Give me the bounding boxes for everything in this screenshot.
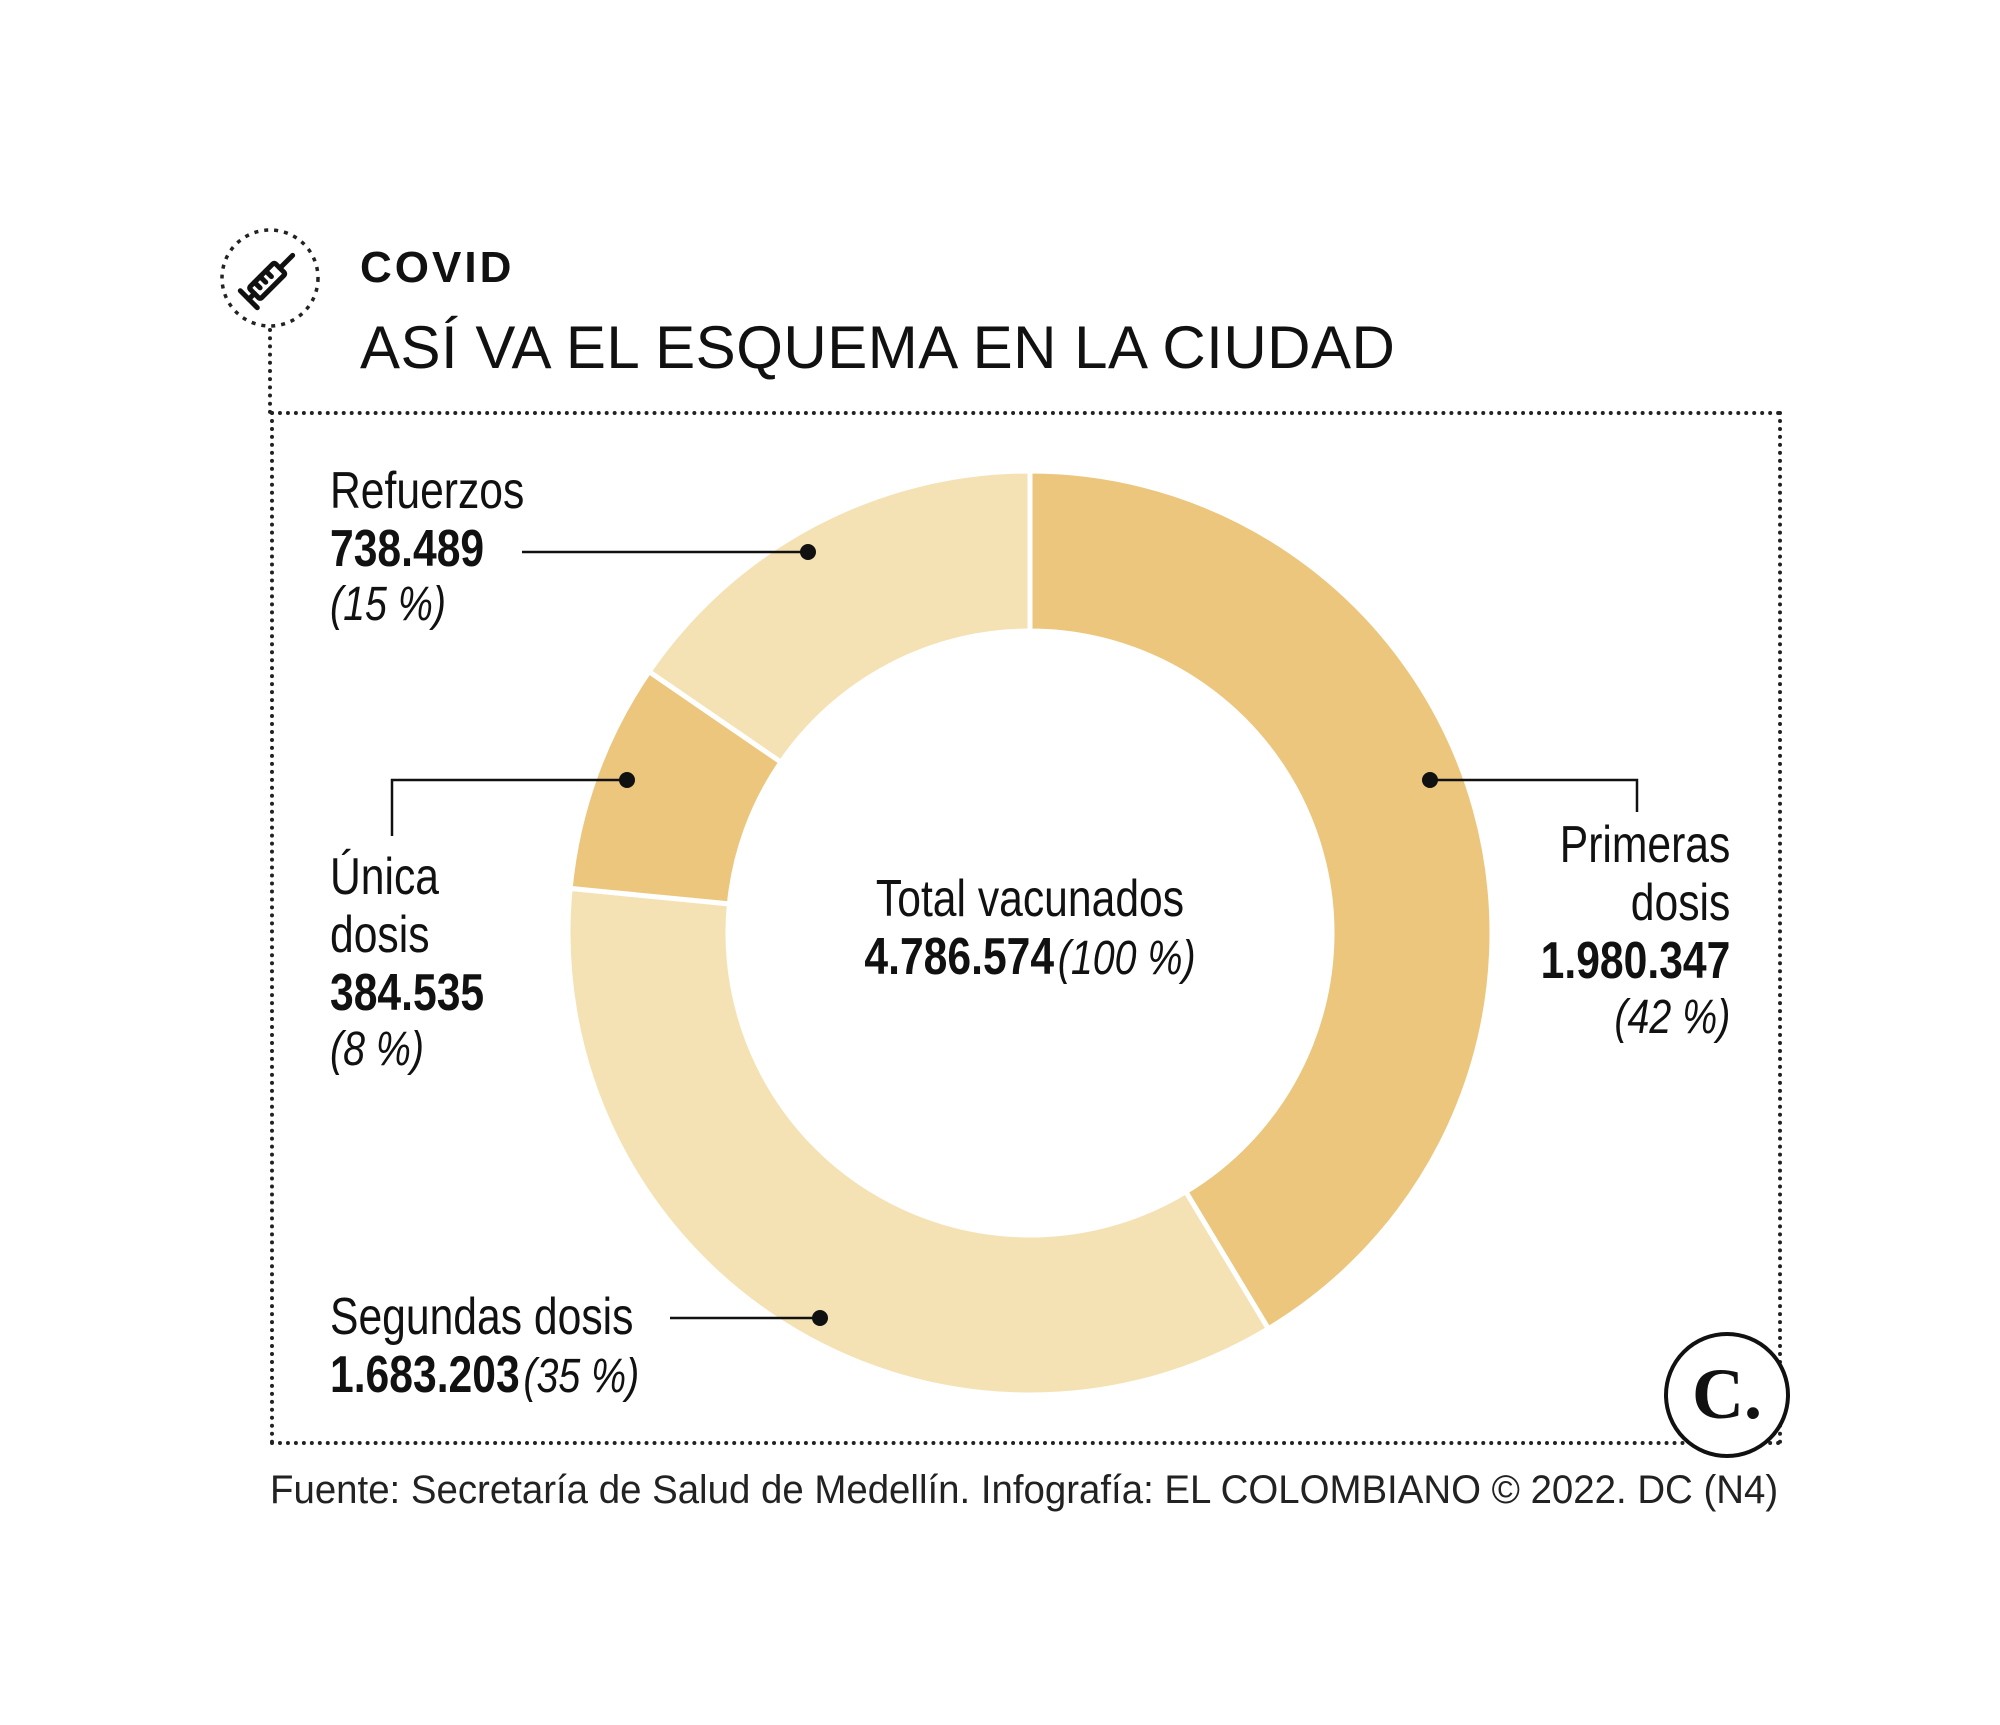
slice-percent: (15 %) <box>330 578 446 632</box>
source-footer: Fuente: Secretaría de Salud de Medellín.… <box>270 1468 1779 1512</box>
slice-value: 1.683.203 <box>330 1346 520 1405</box>
center-percent: (100 %) <box>1057 932 1196 986</box>
center-value: 4.786.574 <box>864 928 1055 987</box>
donut-slice-segundas-dosis <box>565 885 1272 1398</box>
chart-title: ASÍ VA EL ESQUEMA EN LA CIUDAD <box>360 314 1396 381</box>
icon-connector <box>268 328 272 414</box>
slice-label-primeras: Primeras dosis 1.980.347 (42 %) <box>1540 816 1730 1044</box>
slice-name: Segundas dosis <box>330 1288 634 1346</box>
slice-percent: (42 %) <box>1614 990 1730 1044</box>
slice-value: 738.489 <box>330 520 485 579</box>
el-colombiano-logo: C. <box>1662 1330 1792 1460</box>
slice-name-line1: Primeras <box>1559 816 1730 874</box>
leader-dot-segundas <box>812 1310 828 1326</box>
chart-frame <box>270 411 1782 1445</box>
slice-label-unica: Única dosis 384.535 (8 %) <box>330 848 484 1076</box>
donut-slice-refuerzos <box>645 468 1033 766</box>
leader-line-unica <box>390 778 627 836</box>
slice-value: 384.535 <box>330 964 485 1023</box>
kicker: COVID <box>360 243 515 292</box>
slice-name-line1: Única <box>330 848 440 906</box>
leader-dot-primeras <box>1422 772 1438 788</box>
slice-label-segundas: Segundas dosis 1.683.203 (35 %) <box>330 1288 639 1404</box>
slice-label-refuerzos: Refuerzos 738.489 (15 %) <box>330 462 524 632</box>
center-label-text: Total vacunados <box>875 870 1185 928</box>
leader-line-primeras <box>1430 778 1639 812</box>
center-label: Total vacunados 4.786.574 (100 %) <box>817 870 1243 986</box>
slice-name: Refuerzos <box>330 462 525 520</box>
syringe-icon <box>218 226 322 330</box>
logo-text: C. <box>1692 1354 1762 1434</box>
slice-name-line2: dosis <box>330 906 430 965</box>
leader-dot-refuerzos <box>800 544 816 560</box>
leader-dot-unica <box>619 772 635 788</box>
slice-value: 1.980.347 <box>1540 932 1730 991</box>
slice-percent: (8 %) <box>330 1022 425 1076</box>
donut-slice-primeras-dosis <box>1027 468 1495 1333</box>
slice-name-line2: dosis <box>1630 874 1730 933</box>
slice-percent: (35 %) <box>523 1350 640 1404</box>
